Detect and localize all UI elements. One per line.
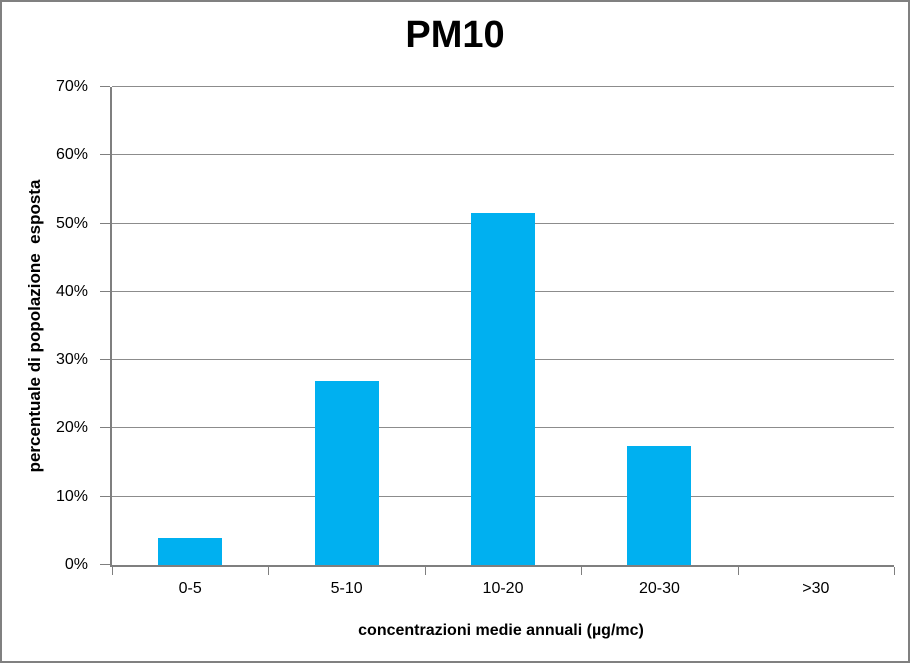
y-tick-label-70: 70% <box>55 78 88 95</box>
y-tick-0 <box>100 564 110 565</box>
y-tick-label-20: 20% <box>55 419 88 437</box>
y-tick-label-50: 50% <box>55 214 88 232</box>
x-tick-1 <box>268 567 270 575</box>
y-tick-30 <box>100 359 110 361</box>
x-axis-tick-labels: 0-5 5-10 10-20 20-30 >30 <box>112 580 894 598</box>
bar-10-20 <box>471 213 535 565</box>
x-tick-4 <box>737 567 739 575</box>
x-tick-label-5-10: 5-10 <box>330 580 363 597</box>
y-tick-70 <box>100 86 110 87</box>
x-tick-0 <box>112 567 113 575</box>
y-tick-label-10: 10% <box>55 487 88 505</box>
chart-title: PM10 <box>405 14 505 56</box>
y-tick-label-60: 60% <box>55 146 88 164</box>
bar-0-5 <box>158 537 223 565</box>
x-tick-label-20-30: 20-30 <box>638 580 680 597</box>
gridline-70 <box>112 86 894 87</box>
y-tick-60 <box>100 154 110 156</box>
x-tick-label-10-20: 10-20 <box>482 580 524 597</box>
y-tick-10 <box>100 495 110 497</box>
bar-5-10 <box>314 380 379 565</box>
y-tick-40 <box>100 290 110 292</box>
y-tick-label-0: 0% <box>64 556 88 573</box>
bar-20-30 <box>627 445 692 565</box>
y-tick-label-40: 40% <box>55 282 88 300</box>
x-tick-label-0-5: 0-5 <box>178 580 202 597</box>
x-tick-3 <box>581 567 583 575</box>
x-tick-2 <box>424 567 426 575</box>
x-tick-5 <box>894 567 895 575</box>
x-tick-label->30: >30 <box>802 580 830 597</box>
x-axis-title: concentrazioni medie annuali (µg/mc) <box>358 622 644 639</box>
y-tick-label-30: 30% <box>55 351 88 369</box>
y-axis-tick-labels: 0% 10% 20% 30% 40% 50% 60% 70% <box>2 78 100 573</box>
gridline-60 <box>112 154 894 156</box>
plot-area <box>100 86 895 575</box>
y-tick-20 <box>100 427 110 429</box>
y-tick-50 <box>100 222 110 224</box>
